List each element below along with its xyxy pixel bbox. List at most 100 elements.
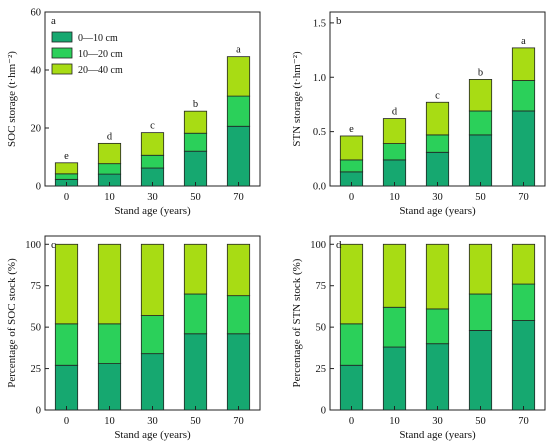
y-tick-label: 25 bbox=[31, 364, 42, 375]
x-tick-label: 10 bbox=[104, 192, 115, 203]
bar-segment-10-20-cm bbox=[468, 293, 493, 331]
significance-letter: e bbox=[64, 151, 69, 162]
bar-segment-0-10-cm bbox=[468, 330, 493, 411]
legend-label: 20—40 cm bbox=[78, 65, 123, 76]
panel-d: 0 25 50 75 100 0 10 30 50 70 d Stand age (years) Per… bbox=[291, 235, 546, 441]
x-tick-label: 30 bbox=[432, 416, 443, 427]
x-axis-title: Stand age (years) bbox=[114, 205, 191, 217]
bar-segment-0-10-cm bbox=[425, 151, 450, 187]
x-tick-label: 0 bbox=[64, 416, 69, 427]
bar-segment-0-10-cm bbox=[468, 134, 493, 187]
y-axis-title: Percentage of SOC stock (%) bbox=[6, 258, 18, 388]
y-tick-label: 0.0 bbox=[313, 182, 326, 193]
y-tick-label: 1.0 bbox=[313, 73, 326, 84]
bar-segment-10-20-cm bbox=[140, 315, 165, 355]
y-tick-label: 60 bbox=[31, 8, 42, 19]
y-tick-label: 0 bbox=[321, 406, 326, 417]
y-tick-label: 100 bbox=[310, 240, 326, 251]
significance-letter: c bbox=[150, 121, 155, 132]
x-tick-label: 0 bbox=[349, 192, 354, 203]
legend-swatch bbox=[51, 31, 73, 43]
x-tick-label: 30 bbox=[147, 192, 158, 203]
bar-segment-10-20-cm bbox=[339, 323, 364, 366]
y-tick-label: 75 bbox=[316, 281, 327, 292]
bar-segment-20-40-cm bbox=[54, 162, 79, 175]
significance-letter: b bbox=[193, 99, 198, 110]
bar-segment-0-10-cm bbox=[339, 364, 364, 411]
panel-label: d bbox=[336, 239, 342, 251]
significance-letter: e bbox=[349, 124, 354, 135]
bar-segment-10-20-cm bbox=[468, 110, 493, 136]
bar-segment-10-20-cm bbox=[425, 308, 450, 345]
bar-segment-0-10-cm bbox=[226, 333, 251, 411]
bar-segment-10-20-cm bbox=[54, 173, 79, 180]
bar-segment-20-40-cm bbox=[226, 56, 251, 97]
y-tick-label: 20 bbox=[31, 124, 42, 135]
x-tick-label: 50 bbox=[475, 192, 486, 203]
panel-a: 0 20 40 60 0 e 10 d 30 c 50 b 70 a a Stand age (years) S… bbox=[6, 8, 261, 217]
bar-segment-10-20-cm bbox=[226, 295, 251, 335]
bar-segment-20-40-cm bbox=[382, 243, 407, 308]
x-tick-label: 10 bbox=[389, 416, 400, 427]
y-tick-label: 75 bbox=[31, 281, 42, 292]
x-tick-label: 50 bbox=[190, 192, 201, 203]
y-axis-title: Percentage of STN stock (%) bbox=[291, 258, 303, 387]
significance-letter: b bbox=[478, 67, 483, 78]
x-axis-title: Stand age (years) bbox=[399, 429, 476, 441]
bar-segment-0-10-cm bbox=[425, 343, 450, 411]
bar-segment-0-10-cm bbox=[511, 110, 536, 187]
x-tick-label: 70 bbox=[233, 416, 244, 427]
y-tick-label: 50 bbox=[316, 323, 327, 334]
y-axis-title: SOC storage (t·hm⁻²) bbox=[6, 51, 18, 147]
bar-segment-20-40-cm bbox=[226, 243, 251, 297]
y-tick-label: 0.5 bbox=[313, 127, 326, 138]
bar-segment-10-20-cm bbox=[183, 132, 208, 152]
legend: 0—10 cm 10—20 cm 20—40 cm bbox=[51, 31, 123, 76]
bar-segment-10-20-cm bbox=[382, 306, 407, 348]
bar-segment-0-10-cm bbox=[97, 363, 122, 411]
bar-segment-10-20-cm bbox=[226, 95, 251, 127]
y-tick-label: 50 bbox=[31, 323, 42, 334]
significance-letter: a bbox=[521, 36, 526, 47]
legend-swatch bbox=[51, 47, 73, 59]
panel-label: a bbox=[51, 15, 56, 27]
x-axis-title: Stand age (years) bbox=[114, 429, 191, 441]
bar-segment-20-40-cm bbox=[382, 118, 407, 144]
bar-segment-20-40-cm bbox=[425, 101, 450, 136]
panel-label: c bbox=[51, 239, 56, 251]
bar-segment-20-40-cm bbox=[140, 243, 165, 316]
panel-c: 0 25 50 75 100 0 10 30 50 70 c Stand age (years) Per… bbox=[6, 235, 261, 441]
bar-segment-20-40-cm bbox=[468, 243, 493, 295]
panel-b: 0.0 0.5 1.0 1.5 0 e 10 d 30 c 50 b 70 a b Stand age (ye… bbox=[291, 11, 546, 217]
panel-label: b bbox=[336, 15, 342, 27]
bar-segment-0-10-cm bbox=[382, 346, 407, 411]
bar-segment-10-20-cm bbox=[140, 154, 165, 169]
bar-segment-10-20-cm bbox=[382, 143, 407, 161]
y-tick-label: 25 bbox=[316, 364, 327, 375]
bar-segment-20-40-cm bbox=[425, 243, 450, 310]
legend-label: 0—10 cm bbox=[78, 33, 118, 44]
bar-segment-20-40-cm bbox=[97, 142, 122, 165]
x-tick-label: 0 bbox=[349, 416, 354, 427]
x-tick-label: 70 bbox=[518, 192, 529, 203]
y-axis-title: STN storage (t·hm⁻²) bbox=[291, 51, 303, 147]
significance-letter: a bbox=[236, 45, 241, 56]
bar-segment-10-20-cm bbox=[339, 159, 364, 173]
y-tick-label: 100 bbox=[25, 240, 41, 251]
bar-segment-10-20-cm bbox=[97, 163, 122, 175]
x-tick-label: 10 bbox=[104, 416, 115, 427]
x-tick-label: 70 bbox=[233, 192, 244, 203]
legend-label: 10—20 cm bbox=[78, 49, 123, 60]
bar-segment-20-40-cm bbox=[140, 132, 165, 156]
bar-segment-10-20-cm bbox=[425, 134, 450, 153]
bar-segment-10-20-cm bbox=[511, 80, 536, 112]
significance-letter: c bbox=[435, 90, 440, 101]
bar-segment-10-20-cm bbox=[97, 323, 122, 365]
x-tick-label: 30 bbox=[432, 192, 443, 203]
bar-segment-20-40-cm bbox=[339, 135, 364, 161]
bar-segment-20-40-cm bbox=[511, 243, 536, 285]
x-tick-label: 0 bbox=[64, 192, 69, 203]
y-tick-label: 1.5 bbox=[313, 18, 326, 29]
bar-segment-0-10-cm bbox=[183, 150, 208, 187]
